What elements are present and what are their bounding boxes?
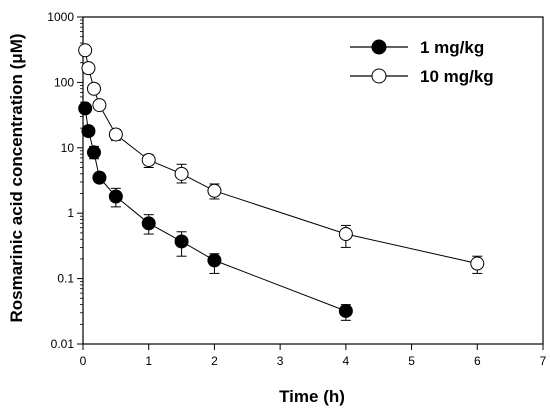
x-tick-label: 1 — [145, 354, 152, 368]
legend-marker-1 — [371, 39, 387, 55]
data-point-series-1 — [207, 253, 222, 268]
data-point-series-1 — [338, 303, 353, 318]
data-point-series-2 — [174, 166, 189, 181]
data-point-series-2 — [81, 61, 96, 76]
data-point-series-2 — [470, 256, 485, 271]
legend: 1 mg/kg 10 mg/kg — [350, 38, 494, 86]
y-axis: 0.01 0.1 1 10 100 1000 — [47, 10, 83, 351]
data-point-series-1 — [108, 189, 123, 204]
data-markers — [78, 43, 485, 318]
data-point-series-2 — [141, 153, 156, 168]
y-tick-label: 1 — [67, 206, 74, 220]
x-tick-label: 3 — [277, 354, 284, 368]
series-line-1 — [84, 108, 347, 312]
data-point-series-2 — [78, 43, 93, 58]
x-tick-label: 7 — [540, 354, 547, 368]
data-point-series-2 — [92, 98, 107, 113]
plot-border — [82, 16, 544, 345]
plot-frame — [82, 16, 544, 345]
x-axis: 0 1 2 3 4 5 6 7 — [80, 344, 547, 368]
x-tick-label: 6 — [474, 354, 481, 368]
series-lines — [84, 50, 478, 312]
data-point-series-1 — [86, 145, 101, 160]
data-point-series-1 — [81, 124, 96, 139]
x-tick-label: 0 — [80, 354, 87, 368]
y-axis-title: Rosmarinic acid concentration (μM) — [7, 33, 26, 322]
data-point-series-1 — [174, 234, 189, 249]
y-tick-label: 0.1 — [57, 272, 74, 286]
y-tick-label: 0.01 — [51, 337, 75, 351]
data-point-series-2 — [338, 227, 353, 242]
y-tick-label: 100 — [54, 75, 74, 89]
x-axis-title: Time (h) — [279, 387, 345, 406]
data-point-series-1 — [78, 101, 93, 116]
legend-marker-2 — [371, 68, 387, 84]
y-tick-label: 10 — [61, 141, 75, 155]
data-point-series-2 — [86, 81, 101, 96]
x-tick-label: 2 — [211, 354, 218, 368]
y-tick-label: 1000 — [47, 10, 74, 24]
data-point-series-2 — [108, 127, 123, 142]
data-point-series-1 — [92, 170, 107, 185]
legend-label-2: 10 mg/kg — [420, 67, 494, 86]
series-line-2 — [84, 50, 478, 264]
x-tick-label: 4 — [343, 354, 350, 368]
x-tick-label: 5 — [408, 354, 415, 368]
legend-label-1: 1 mg/kg — [420, 38, 484, 57]
data-point-series-2 — [207, 183, 222, 198]
data-point-series-1 — [141, 216, 156, 231]
